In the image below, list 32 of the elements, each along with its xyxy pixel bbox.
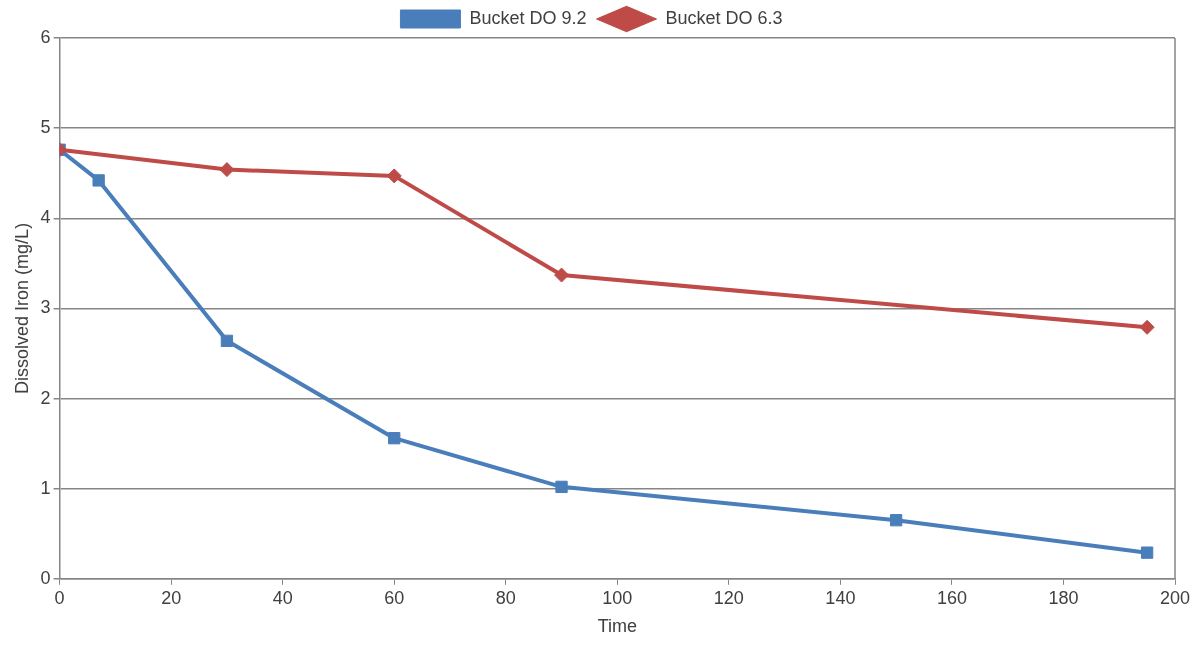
point <box>554 267 570 283</box>
y-tick-label: 4 <box>40 207 51 228</box>
x-tick-label: 60 <box>384 587 405 608</box>
y-tick-label: 6 <box>40 26 51 47</box>
x-tick-label: 80 <box>495 587 516 608</box>
point <box>1139 319 1155 335</box>
y-tick-label: 1 <box>40 477 51 498</box>
x-tick-label: 180 <box>1048 587 1079 608</box>
point <box>890 514 903 527</box>
point <box>388 432 401 445</box>
point <box>386 168 402 184</box>
x-axis-title: Time <box>597 616 637 637</box>
x-tick-label: 140 <box>825 587 856 608</box>
y-axis-title: Dissolved Iron (mg/L) <box>11 222 32 394</box>
x-tick-label: 100 <box>602 587 633 608</box>
y-tick-label: 2 <box>40 387 51 408</box>
x-tick-label: 40 <box>272 587 293 608</box>
legend-label: Bucket DO 9.2 <box>469 7 587 28</box>
legend-label: Bucket DO 6.3 <box>665 7 783 28</box>
y-tick-label: 3 <box>40 297 51 318</box>
point <box>220 334 234 348</box>
x-tick-label: 200 <box>1159 587 1191 608</box>
point <box>555 480 568 494</box>
point <box>219 162 235 178</box>
y-tick-label: 0 <box>40 567 51 588</box>
x-tick-label: 20 <box>161 587 182 608</box>
y-tick-label: 5 <box>40 117 51 138</box>
x-tick-label: 0 <box>54 587 65 608</box>
point <box>92 174 105 187</box>
x-tick-label: 160 <box>936 587 967 608</box>
point <box>1140 546 1154 559</box>
x-tick-label: 120 <box>713 587 744 608</box>
